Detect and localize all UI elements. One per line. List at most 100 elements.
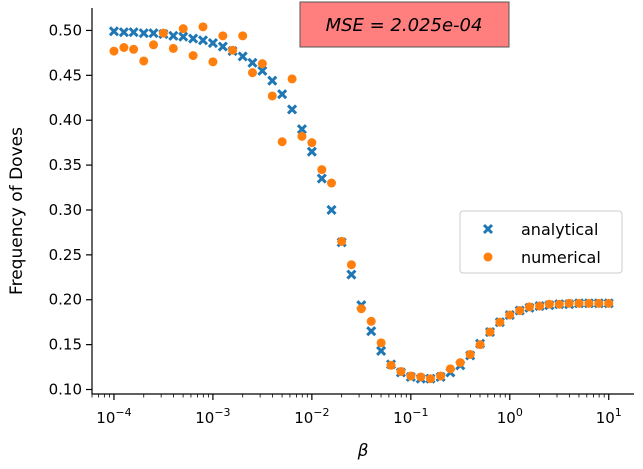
data-point-numerical [247, 68, 257, 78]
y-tick-label: 0.25 [49, 246, 82, 264]
data-point-numerical [465, 350, 475, 360]
data-point-analytical [366, 326, 377, 337]
data-point-numerical [396, 367, 406, 377]
data-point-analytical [138, 28, 149, 39]
x-tick-label: 10−3 [195, 406, 230, 427]
data-point-numerical [574, 298, 584, 308]
data-point-numerical [416, 372, 426, 382]
y-ticks: 0.10 0.15 0.20 0.25 0.30 0.35 0.40 0.45 0.50 [49, 21, 92, 399]
data-point-analytical [217, 41, 228, 52]
data-point-numerical [188, 51, 198, 61]
data-point-numerical [495, 317, 505, 327]
data-point-analytical [277, 89, 288, 100]
y-tick-label: 0.35 [49, 156, 82, 174]
data-point-numerical [376, 338, 386, 348]
data-point-numerical [455, 358, 465, 368]
data-point-numerical [564, 298, 574, 308]
mse-annotation-box [299, 1, 510, 48]
data-point-analytical [108, 26, 120, 37]
y-tick-label: 0.40 [49, 111, 82, 129]
data-point-numerical [337, 236, 347, 246]
data-point-analytical [326, 204, 337, 216]
data-point-numerical [505, 310, 515, 320]
data-point-numerical [168, 43, 178, 53]
data-point-numerical [436, 371, 446, 381]
data-point-analytical [148, 28, 159, 39]
data-point-numerical [445, 364, 455, 374]
data-point-numerical [277, 137, 287, 147]
data-point-numerical [158, 28, 168, 38]
data-point-numerical [594, 298, 604, 308]
y-tick-label: 0.50 [49, 21, 82, 39]
data-point-numerical [356, 304, 366, 314]
data-point-numerical [317, 165, 327, 175]
legend: analytical numerical [459, 210, 623, 274]
data-point-numerical [524, 302, 534, 312]
data-point-numerical [109, 46, 119, 56]
data-point-numerical [139, 56, 149, 66]
x-tick-label: 101 [596, 406, 622, 427]
data-point-analytical [237, 51, 248, 62]
data-point-analytical [257, 65, 268, 76]
data-point-numerical [406, 371, 416, 381]
x-tick-label: 10−2 [294, 406, 329, 427]
data-point-analytical [188, 33, 199, 44]
data-point-numerical [198, 22, 208, 32]
data-point-numerical [208, 57, 218, 67]
data-point-numerical [475, 340, 485, 350]
data-points [108, 22, 614, 384]
data-point-numerical [129, 44, 139, 54]
data-point-numerical [149, 40, 159, 50]
data-point-analytical [346, 269, 357, 280]
mse-annotation: MSE = 2.025e-04 [299, 1, 510, 48]
y-tick-label: 0.30 [49, 201, 82, 219]
axes [91, 8, 634, 395]
data-point-analytical [118, 27, 129, 38]
x-tick-label: 10−4 [96, 406, 131, 427]
data-point-numerical [515, 306, 525, 316]
legend-marker-numerical [483, 252, 493, 262]
data-point-analytical [207, 37, 218, 49]
data-point-analytical [376, 345, 387, 356]
data-point-numerical [228, 45, 238, 55]
data-point-numerical [346, 260, 356, 270]
data-point-numerical [287, 74, 297, 84]
data-point-numerical [554, 299, 564, 309]
data-point-numerical [425, 374, 435, 384]
data-point-numerical [297, 131, 307, 141]
data-point-numerical [386, 360, 396, 370]
legend-label-analytical: analytical [521, 220, 598, 239]
data-point-analytical [247, 57, 258, 68]
data-point-analytical [197, 35, 209, 46]
data-point-numerical [604, 298, 614, 308]
legend-swatch [483, 252, 493, 262]
data-point-numerical [584, 298, 594, 308]
data-point-numerical [535, 301, 545, 311]
data-point-analytical [296, 124, 308, 135]
x-tick-label: 100 [497, 406, 523, 427]
data-point-analytical [128, 27, 139, 38]
data-point-numerical [327, 178, 337, 188]
y-axis-label: Frequency of Doves [7, 127, 27, 295]
legend-label-numerical: numerical [521, 248, 601, 267]
data-point-numerical [119, 42, 129, 52]
data-point-analytical [316, 173, 327, 184]
data-point-analytical [306, 146, 317, 157]
data-point-numerical [218, 31, 228, 41]
x-axis-label: β [357, 441, 369, 461]
data-point-analytical [267, 75, 278, 86]
data-point-numerical [238, 31, 248, 41]
y-tick-label: 0.45 [49, 66, 82, 84]
data-point-numerical [267, 91, 277, 101]
y-tick-label: 0.15 [49, 336, 82, 354]
legend-swatch [482, 223, 494, 235]
legend-box [459, 210, 623, 274]
data-point-analytical [168, 30, 179, 41]
data-point-analytical [287, 104, 298, 115]
data-point-numerical [485, 327, 495, 337]
y-tick-label: 0.20 [49, 291, 82, 309]
data-point-numerical [257, 59, 267, 69]
data-point-numerical [307, 138, 317, 148]
x-tick-label: 10−1 [393, 406, 428, 427]
